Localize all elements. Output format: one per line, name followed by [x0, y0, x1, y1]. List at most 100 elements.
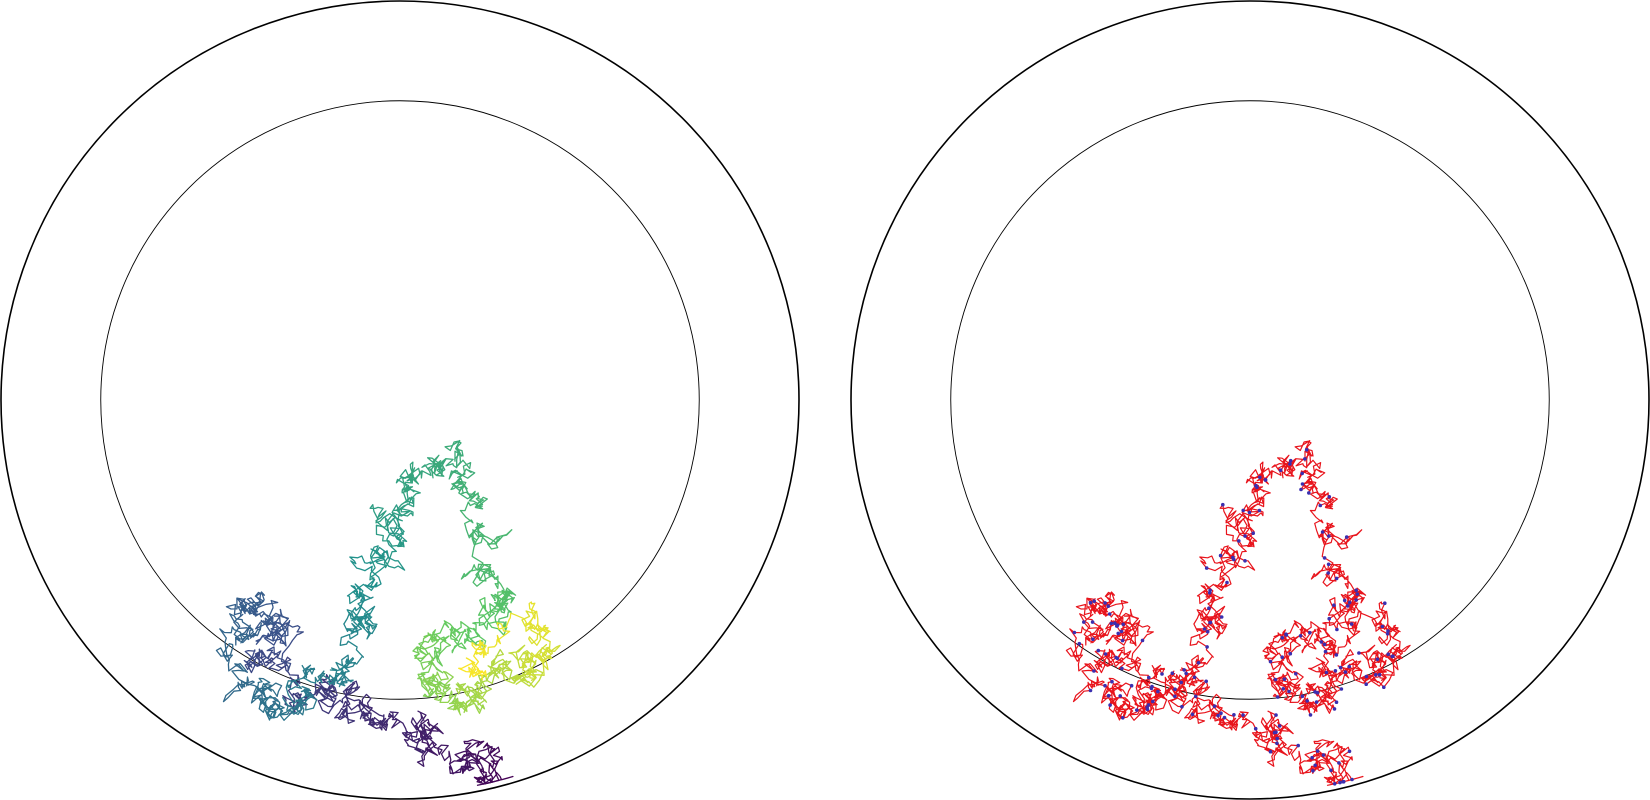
sample-point [1337, 761, 1341, 765]
sample-point [1149, 686, 1154, 691]
sample-point [1173, 694, 1177, 699]
sample-point [1308, 713, 1313, 717]
sample-point [1193, 694, 1198, 699]
sample-point [1321, 753, 1326, 757]
sample-point [1184, 671, 1188, 676]
trajectory-segment [361, 693, 385, 726]
sample-point [1383, 601, 1387, 605]
sample-point [1202, 627, 1207, 631]
trajectory-segment [240, 591, 266, 615]
left-panel-viridis-trajectory [0, 0, 800, 800]
sample-point [1327, 534, 1331, 538]
trajectory-segment [243, 648, 264, 671]
sample-point [1173, 687, 1177, 691]
sample-point [1216, 713, 1220, 718]
sample-point [1103, 683, 1107, 688]
sample-point [1354, 598, 1358, 602]
sample-point [1346, 604, 1350, 608]
sample-point [1170, 671, 1175, 675]
sample-point [1315, 749, 1320, 753]
trajectory-segment [521, 647, 545, 681]
sample-point [1333, 669, 1338, 673]
trajectory-segment [422, 670, 454, 704]
trajectory-segment [449, 621, 469, 654]
sample-point [1323, 649, 1328, 654]
trajectory-segment [375, 504, 403, 542]
trajectory-segment [428, 635, 452, 667]
trajectory-segment [519, 651, 537, 676]
trajectory-segment [314, 680, 357, 715]
sample-point [1207, 606, 1211, 610]
sample-point [1232, 557, 1236, 562]
sample-point [1354, 588, 1358, 592]
sample-point [1296, 743, 1300, 748]
trajectory-segment [327, 671, 354, 688]
sample-point [1151, 699, 1155, 704]
sample-point [1118, 694, 1122, 698]
trajectory-segment [349, 546, 388, 572]
trajectory-segment [460, 563, 496, 587]
trajectory-segment [471, 529, 513, 575]
sample-point [1212, 704, 1217, 708]
trajectory-segment [219, 626, 250, 657]
sample-point [1120, 638, 1125, 643]
sample-point [1282, 677, 1287, 681]
trajectory-segment [369, 548, 390, 582]
sample-point [1275, 736, 1279, 741]
sample-point [1375, 657, 1380, 662]
sample-point [1288, 651, 1293, 656]
sample-point [1251, 531, 1255, 535]
trajectory-segment [535, 643, 561, 662]
trajectory-segment [448, 459, 476, 480]
sample-point [1103, 601, 1107, 605]
trajectory-segment [337, 680, 361, 724]
inner-boundary-circle [100, 100, 700, 700]
sample-point [1272, 730, 1277, 735]
sample-point [1088, 688, 1093, 693]
sample-point [1116, 631, 1120, 636]
trajectory-segment [422, 678, 451, 695]
sample-point [1357, 651, 1361, 655]
sample-point [1299, 487, 1303, 492]
sample-point [1243, 534, 1247, 538]
sample-point [1241, 508, 1245, 513]
trajectory-segment [412, 632, 440, 659]
sample-point [1096, 648, 1101, 653]
sample-point [1156, 689, 1160, 694]
sample-point [1349, 622, 1354, 626]
sample-point [1204, 679, 1208, 684]
sample-point [1322, 556, 1327, 560]
sample-point [1303, 457, 1307, 461]
sample-point [1347, 664, 1351, 669]
sample-point [1344, 535, 1349, 539]
trajectory-group [215, 439, 561, 786]
sample-point [1347, 749, 1352, 754]
sample-points-group [1072, 448, 1395, 786]
sample-point [1355, 592, 1360, 596]
inner-boundary-circle [950, 100, 1550, 700]
sample-point [1218, 553, 1223, 558]
trajectory-segment [497, 662, 523, 684]
trajectory-segment [287, 688, 318, 711]
sample-point [1338, 780, 1342, 785]
sample-point [1298, 634, 1303, 638]
sample-point [1335, 627, 1339, 632]
sample-point [1107, 612, 1112, 616]
sample-point [1329, 768, 1333, 773]
sample-point [1277, 724, 1282, 728]
trajectory-segment [258, 697, 285, 719]
trajectory-segment [266, 608, 290, 637]
sample-point [1221, 502, 1225, 507]
sample-point [1288, 458, 1293, 463]
sample-point [1327, 495, 1332, 499]
trajectory-segment [229, 613, 254, 646]
sample-point [1281, 687, 1286, 691]
sample-point [1274, 713, 1278, 717]
trajectory-segment [270, 608, 291, 647]
sample-point [1208, 588, 1212, 593]
sample-point [1243, 559, 1247, 563]
trajectory-segment [487, 648, 508, 678]
sample-point [1106, 604, 1110, 608]
trajectory-segment [430, 620, 459, 642]
trajectory-segment [255, 629, 287, 647]
